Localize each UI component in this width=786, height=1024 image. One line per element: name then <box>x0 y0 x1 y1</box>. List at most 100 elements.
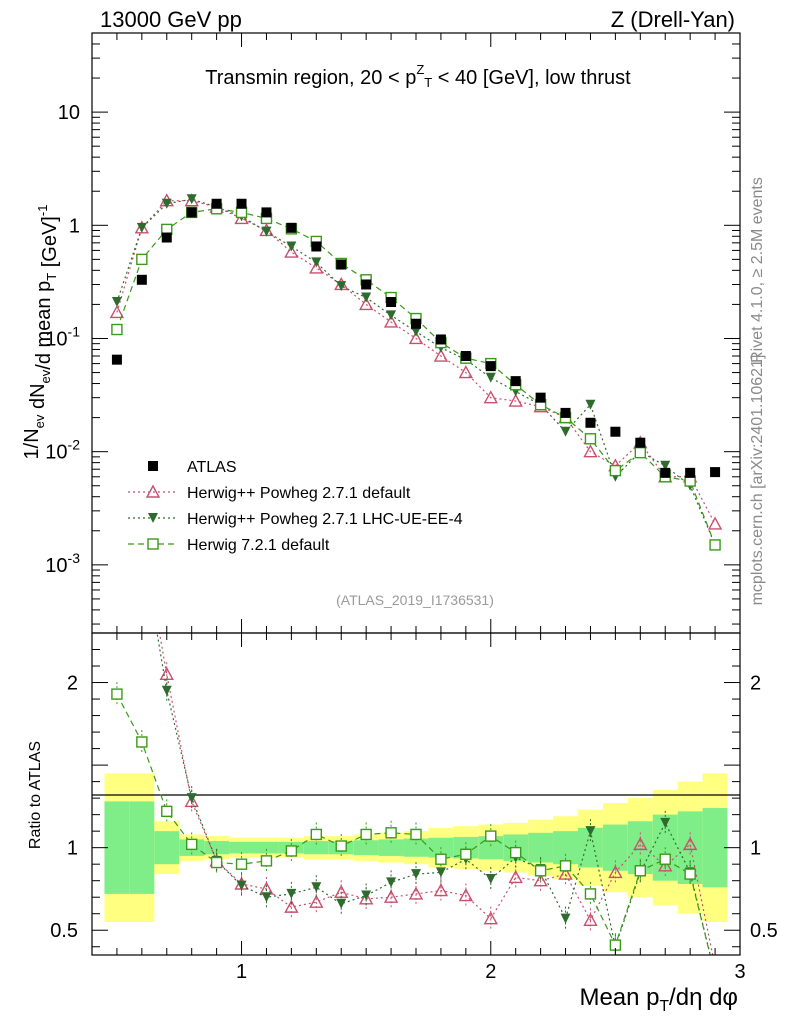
point-atlas <box>111 354 122 365</box>
ratio-point-herwig-powheg-2-7-1-default <box>111 577 123 588</box>
point-herwig-powheg-2-7-1-default <box>707 516 723 530</box>
point-herwig-powheg-2-7-1-lhc-ue-ee-4 <box>336 281 347 292</box>
ratio-point-herwig-powheg-2-7-1-default <box>508 869 523 884</box>
band-inner <box>154 831 180 865</box>
point-atlas <box>435 334 446 345</box>
ratio-point-herwig-powheg-2-7-1-lhc-ue-ee-4 <box>236 880 247 891</box>
point-herwig-powheg-2-7-1-default <box>433 348 449 362</box>
ratio-point-herwig-powheg-2-7-1-lhc-ue-ee-4 <box>186 793 197 804</box>
x-tick-label: 3 <box>734 961 745 983</box>
ratio-axis-label: Ratio to ATLAS <box>27 741 44 849</box>
ratio-series-layer <box>111 529 721 980</box>
ratio-point-herwig-7-2-1-default <box>111 688 123 700</box>
ratio-panel-frame <box>91 632 741 956</box>
ratio-y-tick-label-right: 0.5 <box>750 920 778 942</box>
band-inner <box>104 801 130 894</box>
ratio-y-tick-label-right: 1 <box>750 838 761 860</box>
ratio-point-herwig-powheg-2-7-1-default <box>709 961 721 972</box>
header-right-label: Z (Drell-Yan) <box>611 7 735 32</box>
ratio-point-herwig-powheg-2-7-1-lhc-ue-ee-4 <box>386 877 397 888</box>
legend-marker-atlas <box>148 461 158 471</box>
x-tick-label: 1 <box>236 961 247 983</box>
ratio-point-herwig-7-2-1-default <box>559 860 572 872</box>
point-herwig-powheg-2-7-1-lhc-ue-ee-4 <box>585 399 596 410</box>
point-atlas <box>560 407 571 418</box>
ratio-point-herwig-7-2-1-default <box>235 858 248 870</box>
ratio-point-herwig-powheg-2-7-1-default <box>383 889 399 903</box>
band-inner <box>403 838 429 857</box>
ratio-y-tick-label: 2 <box>67 673 78 695</box>
point-herwig-7-2-1-default <box>136 253 148 266</box>
point-herwig-powheg-2-7-1-default <box>458 365 474 379</box>
point-atlas <box>635 437 646 448</box>
ratio-point-herwig-7-2-1-default <box>509 846 522 859</box>
point-atlas <box>361 279 372 290</box>
ratio-point-herwig-powheg-2-7-1-default <box>159 666 174 680</box>
point-herwig-powheg-2-7-1-lhc-ue-ee-4 <box>136 222 147 233</box>
band-inner <box>229 841 254 854</box>
legend-label-herwig-powheg-2-7-1-lhc-ue-ee-4: Herwig++ Powheg 2.7.1 LHC-UE-EE-4 <box>187 511 463 528</box>
ratio-point-herwig-7-2-1-default <box>210 856 223 869</box>
point-herwig-powheg-2-7-1-lhc-ue-ee-4 <box>186 194 197 205</box>
analysis-watermark: (ATLAS_2019_I1736531) <box>336 592 494 608</box>
ratio-point-herwig-powheg-2-7-1-lhc-ue-ee-4 <box>560 913 571 924</box>
point-herwig-powheg-2-7-1-default <box>408 331 424 345</box>
ratio-point-herwig-powheg-2-7-1-lhc-ue-ee-4 <box>361 890 372 901</box>
y-tick-label: 10-1 <box>45 323 80 350</box>
point-herwig-powheg-2-7-1-lhc-ue-ee-4 <box>660 460 671 471</box>
point-herwig-powheg-2-7-1-default <box>508 393 523 407</box>
point-atlas <box>510 376 521 387</box>
band-inner <box>602 824 628 871</box>
ratio-point-herwig-powheg-2-7-1-default <box>658 858 673 872</box>
y-tick-label: 10-3 <box>45 550 80 577</box>
band-inner <box>204 841 230 855</box>
point-atlas <box>286 222 297 233</box>
point-herwig-7-2-1-default <box>609 464 622 477</box>
ratio-point-herwig-7-2-1-default <box>335 840 347 852</box>
ratio-point-herwig-powheg-2-7-1-default <box>633 836 648 851</box>
ratio-point-herwig-7-2-1-default <box>285 845 298 857</box>
ratio-point-herwig-powheg-2-7-1-lhc-ue-ee-4 <box>660 817 671 828</box>
header-left-label: 13000 GeV pp <box>100 7 242 32</box>
point-atlas <box>136 274 147 285</box>
point-herwig-7-2-1-default <box>709 539 721 551</box>
legend: ATLAS Herwig++ Powheg 2.7.1 default Herwig… <box>128 459 463 554</box>
point-herwig-7-2-1-default <box>111 323 123 336</box>
point-herwig-powheg-2-7-1-lhc-ue-ee-4 <box>560 426 571 437</box>
point-atlas <box>236 198 247 209</box>
ratio-y-tick-label: 0.5 <box>50 920 78 942</box>
ratio-point-herwig-powheg-2-7-1-lhc-ue-ee-4 <box>112 529 122 539</box>
point-herwig-powheg-2-7-1-lhc-ue-ee-4 <box>411 326 421 337</box>
ratio-point-herwig-7-2-1-default <box>485 830 497 842</box>
ratio-point-herwig-powheg-2-7-1-default <box>458 888 474 902</box>
band-inner <box>254 841 279 854</box>
point-atlas <box>211 198 222 209</box>
ratio-point-herwig-7-2-1-default <box>584 888 597 900</box>
y-tick-label: 1 <box>69 215 80 237</box>
ratio-y-tick-label: 1 <box>67 838 78 860</box>
point-atlas <box>685 467 696 478</box>
x-axis-label: Mean pT/dη dφ <box>579 984 738 1015</box>
point-atlas <box>660 467 671 478</box>
ratio-point-herwig-7-2-1-default <box>185 838 198 851</box>
ratio-point-herwig-7-2-1-default <box>634 865 647 877</box>
point-herwig-powheg-2-7-1-default <box>583 444 598 458</box>
point-atlas <box>386 297 397 308</box>
ratio-y-tick-label-right: 2 <box>750 673 761 695</box>
ratio-point-herwig-powheg-2-7-1-default <box>682 836 698 851</box>
ratio-point-herwig-7-2-1-default <box>710 970 720 980</box>
ratio-point-herwig-powheg-2-7-1-default <box>583 912 598 927</box>
ratio-point-herwig-7-2-1-default <box>260 855 273 867</box>
point-herwig-powheg-2-7-1-lhc-ue-ee-4 <box>386 310 397 321</box>
ratio-point-herwig-powheg-2-7-1-lhc-ue-ee-4 <box>161 685 172 696</box>
point-atlas <box>485 361 496 372</box>
band-inner <box>702 808 728 888</box>
ratio-point-herwig-powheg-2-7-1-default <box>334 884 349 898</box>
ratio-point-herwig-7-2-1-default <box>310 828 323 841</box>
point-herwig-7-2-1-default <box>634 446 647 459</box>
ratio-point-herwig-powheg-2-7-1-lhc-ue-ee-4 <box>710 970 720 980</box>
band-inner <box>353 840 379 856</box>
ratio-point-herwig-powheg-2-7-1-lhc-ue-ee-4 <box>485 874 496 885</box>
point-herwig-7-2-1-default <box>584 433 597 445</box>
